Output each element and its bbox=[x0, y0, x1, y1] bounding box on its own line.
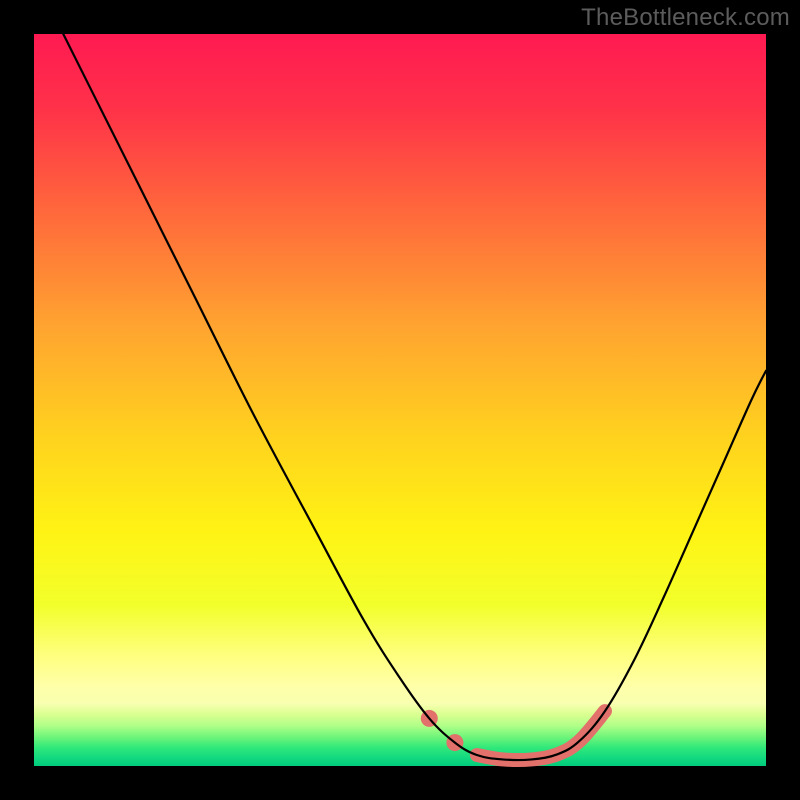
watermark-text: TheBottleneck.com bbox=[581, 4, 790, 32]
bottleneck-chart bbox=[0, 0, 800, 800]
chart-gradient-bg bbox=[34, 34, 766, 766]
chart-stage: TheBottleneck.com bbox=[0, 0, 800, 800]
